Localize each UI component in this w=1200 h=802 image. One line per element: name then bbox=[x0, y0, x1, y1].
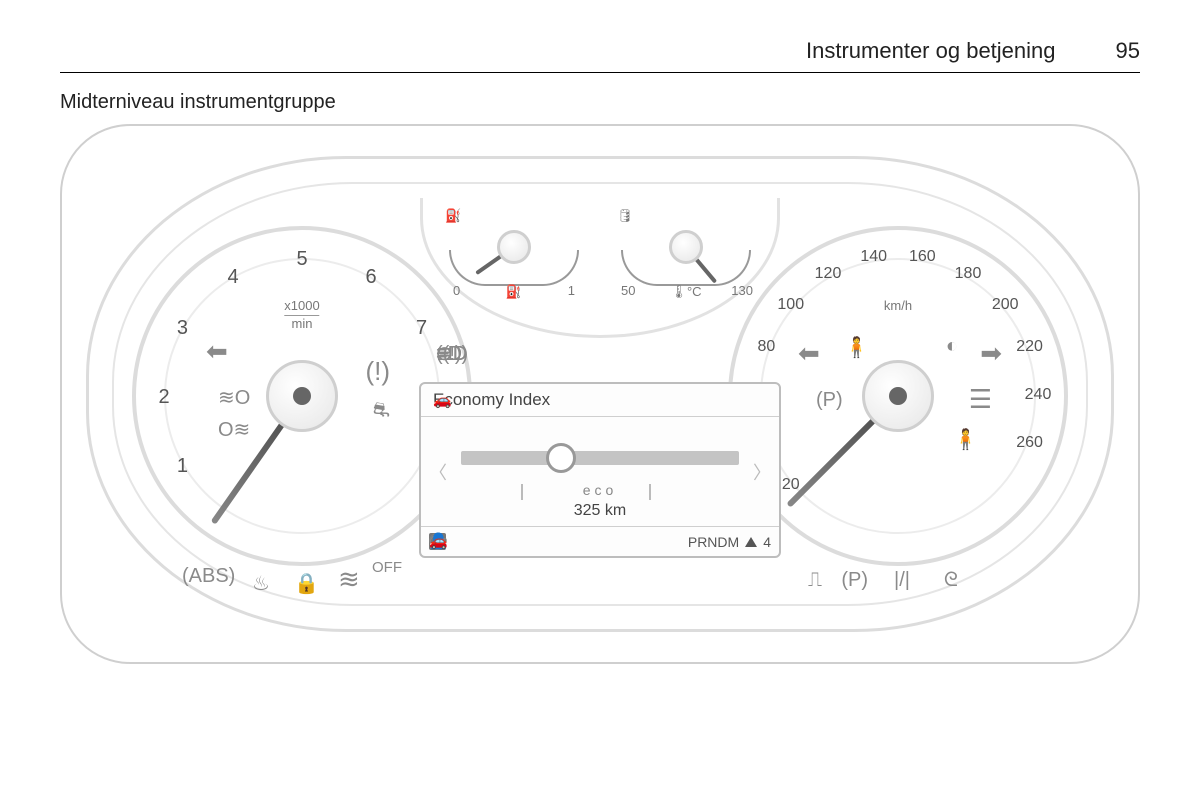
traction-off-icon: OFF bbox=[372, 560, 402, 575]
traction-icon: ≋ bbox=[338, 566, 360, 592]
dial-tick-label: 140 bbox=[854, 248, 894, 266]
dic-right-arrow-icon: 〉 bbox=[753, 459, 771, 485]
tpms-icon: (!) bbox=[365, 358, 390, 384]
tach-hub-center bbox=[293, 387, 311, 405]
car-outline-icon: 🚗 bbox=[429, 534, 448, 549]
dial-tick-label: 6 bbox=[351, 266, 391, 289]
cruise-icon: ◐ bbox=[946, 336, 958, 356]
dial-tick-label: 80 bbox=[746, 338, 786, 356]
dic-car-icon: 🚗 bbox=[433, 393, 452, 408]
low-fuel-icon: ⛽ bbox=[506, 284, 522, 300]
temp-gauge: 🛢 50 130 🌡°C bbox=[611, 208, 761, 298]
prndm-label: PRNDM bbox=[688, 534, 739, 550]
glowplug-icon: ᘓ bbox=[944, 570, 958, 590]
dial-tick-label: 5 bbox=[282, 248, 322, 271]
current-gear: 4 bbox=[763, 534, 771, 550]
right-turn-arrow-icon: ➡ bbox=[980, 340, 1002, 366]
dic-range-unit: km bbox=[605, 502, 626, 519]
coolant-icon: ♨ bbox=[252, 574, 270, 594]
sport-off-icon: ⛐ bbox=[373, 400, 390, 420]
rear-fog-icon: ≋O bbox=[218, 388, 250, 408]
service-lock-icon: 🔒 bbox=[294, 574, 319, 594]
fuel-scale-min: 0 bbox=[453, 283, 460, 298]
page-number: 95 bbox=[1116, 38, 1140, 64]
dic-range-value: 325 bbox=[574, 502, 601, 519]
eco-track bbox=[461, 451, 739, 465]
speedo-hub-center bbox=[889, 387, 907, 405]
dial-tick-label: 260 bbox=[1010, 434, 1050, 452]
dial-tick-label: 1 bbox=[162, 455, 202, 478]
upshift-triangle-icon bbox=[745, 537, 757, 547]
dial-tick-label: 100 bbox=[771, 296, 811, 314]
dial-tick-label: 180 bbox=[948, 265, 988, 283]
dic-left-arrow-icon: 〈 bbox=[429, 459, 447, 485]
seatbelt-icon: 🧍 bbox=[953, 430, 978, 450]
dial-tick-label: 2 bbox=[144, 386, 184, 409]
tach-unit: x1000 min bbox=[284, 298, 319, 331]
high-beam-icon: ≣D bbox=[436, 344, 467, 364]
tach-unit-top: x1000 bbox=[284, 298, 319, 313]
left-turn-arrow-spd-icon: ⬅ bbox=[798, 340, 820, 366]
temp-low: 50 bbox=[621, 283, 635, 298]
chapter-title: Instrumenter og betjening bbox=[806, 38, 1056, 64]
tach-unit-bottom: min bbox=[284, 316, 319, 331]
dial-tick-label: 7 bbox=[402, 317, 442, 340]
section-subtitle: Midterniveau instrumentgruppe bbox=[60, 91, 1140, 114]
eco-thumb bbox=[546, 443, 576, 473]
oil-can-icon: 🛢 bbox=[617, 208, 634, 224]
temp-hub bbox=[669, 230, 703, 264]
dic-range: 325 km bbox=[574, 502, 626, 520]
dial-tick-label: 4 bbox=[213, 266, 253, 289]
fuel-scale-max: 1 bbox=[568, 283, 575, 298]
battery-icon: ⎍ bbox=[808, 570, 822, 590]
epb-icon: (P) bbox=[841, 570, 868, 590]
temp-unit-icon: 🌡°C bbox=[670, 284, 701, 300]
dial-tick-label: 220 bbox=[1010, 338, 1050, 356]
check-engine-icon: ☰ bbox=[969, 386, 992, 412]
fuel-gauge: ⛽ 0 1 ⛽ bbox=[439, 208, 589, 298]
lane-icon: |/| bbox=[894, 570, 910, 590]
dial-tick-label: 200 bbox=[985, 296, 1025, 314]
park-brake-icon: (P) bbox=[816, 390, 843, 410]
eco-label: eco bbox=[583, 482, 618, 498]
airbag-icon: 🧍 bbox=[844, 338, 869, 358]
abs-icon: (ABS) bbox=[182, 566, 235, 586]
dial-tick-label: 120 bbox=[808, 265, 848, 283]
speedo-unit-label: km/h bbox=[884, 298, 912, 313]
speedo-unit: km/h bbox=[884, 298, 912, 313]
temp-high: 130 bbox=[731, 283, 753, 298]
left-turn-arrow-icon: ⬅ bbox=[206, 338, 228, 364]
driver-info-center: 🚗 Economy Index 〈 〉 eco 325 km 🚶 Ⓐ ◯120 … bbox=[419, 382, 781, 558]
dial-tick-label: 3 bbox=[162, 317, 202, 340]
dial-tick-label: 160 bbox=[902, 248, 942, 266]
fuel-hub bbox=[497, 230, 531, 264]
instrument-cluster: x1000 min ⬅ ≋O O≋ (!) ⛐ 1234567 (ABS) ♨ … bbox=[60, 124, 1140, 664]
dial-tick-label: 240 bbox=[1018, 386, 1058, 404]
dic-footer: 🚶 Ⓐ ◯120 👤 👤 👤 🚗 5 PRNDM 4 bbox=[421, 527, 779, 556]
dic-header: 🚗 Economy Index bbox=[421, 384, 779, 417]
fuel-pump-icon: ⛽ bbox=[445, 208, 461, 224]
front-fog-icon: O≋ bbox=[218, 420, 250, 440]
dic-body: 〈 〉 eco 325 km bbox=[421, 417, 779, 527]
